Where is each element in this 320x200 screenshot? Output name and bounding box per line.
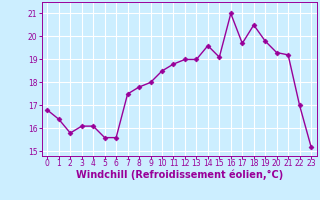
X-axis label: Windchill (Refroidissement éolien,°C): Windchill (Refroidissement éolien,°C) (76, 170, 283, 180)
